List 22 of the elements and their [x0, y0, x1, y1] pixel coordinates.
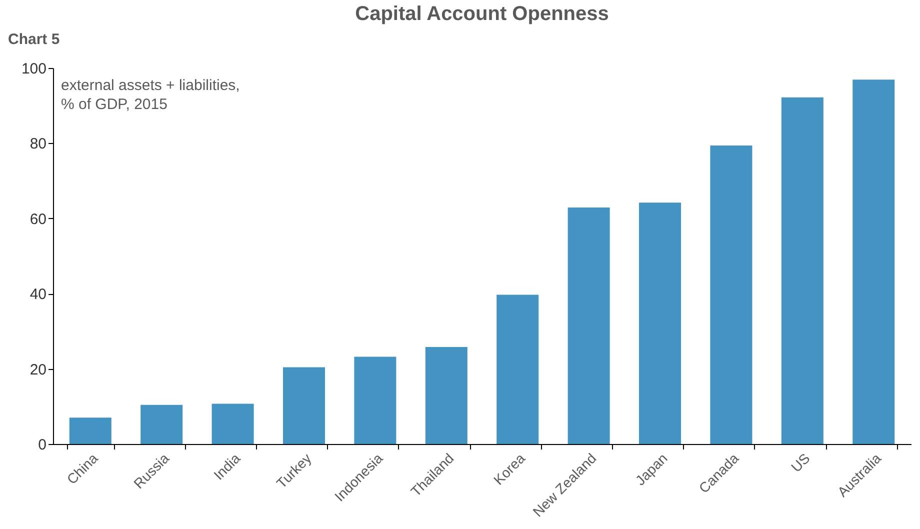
bar — [69, 418, 112, 444]
bar — [496, 294, 539, 444]
bar — [568, 207, 610, 444]
bar — [852, 80, 895, 444]
y-tick-label: 20 — [30, 361, 46, 378]
bar — [140, 404, 183, 444]
y-tick-label: 60 — [30, 210, 46, 228]
bar — [354, 356, 396, 444]
y-tick-label: 40 — [30, 286, 46, 304]
x-tick-label: US — [788, 450, 813, 476]
bar — [639, 202, 682, 444]
y-tick-label: 100 — [21, 60, 46, 78]
y-tick-label: 80 — [30, 136, 46, 153]
caption: Chart 5 — [8, 31, 60, 48]
chart-title: Capital Account Openness — [355, 3, 609, 25]
bar — [425, 346, 468, 444]
bar — [212, 404, 254, 444]
bar — [710, 145, 752, 444]
bar — [781, 97, 824, 444]
y-tick-label: 0 — [38, 436, 46, 454]
bar — [282, 367, 325, 444]
annotation: external assets + liabilities, % of GDP, 2015 — [61, 77, 240, 113]
